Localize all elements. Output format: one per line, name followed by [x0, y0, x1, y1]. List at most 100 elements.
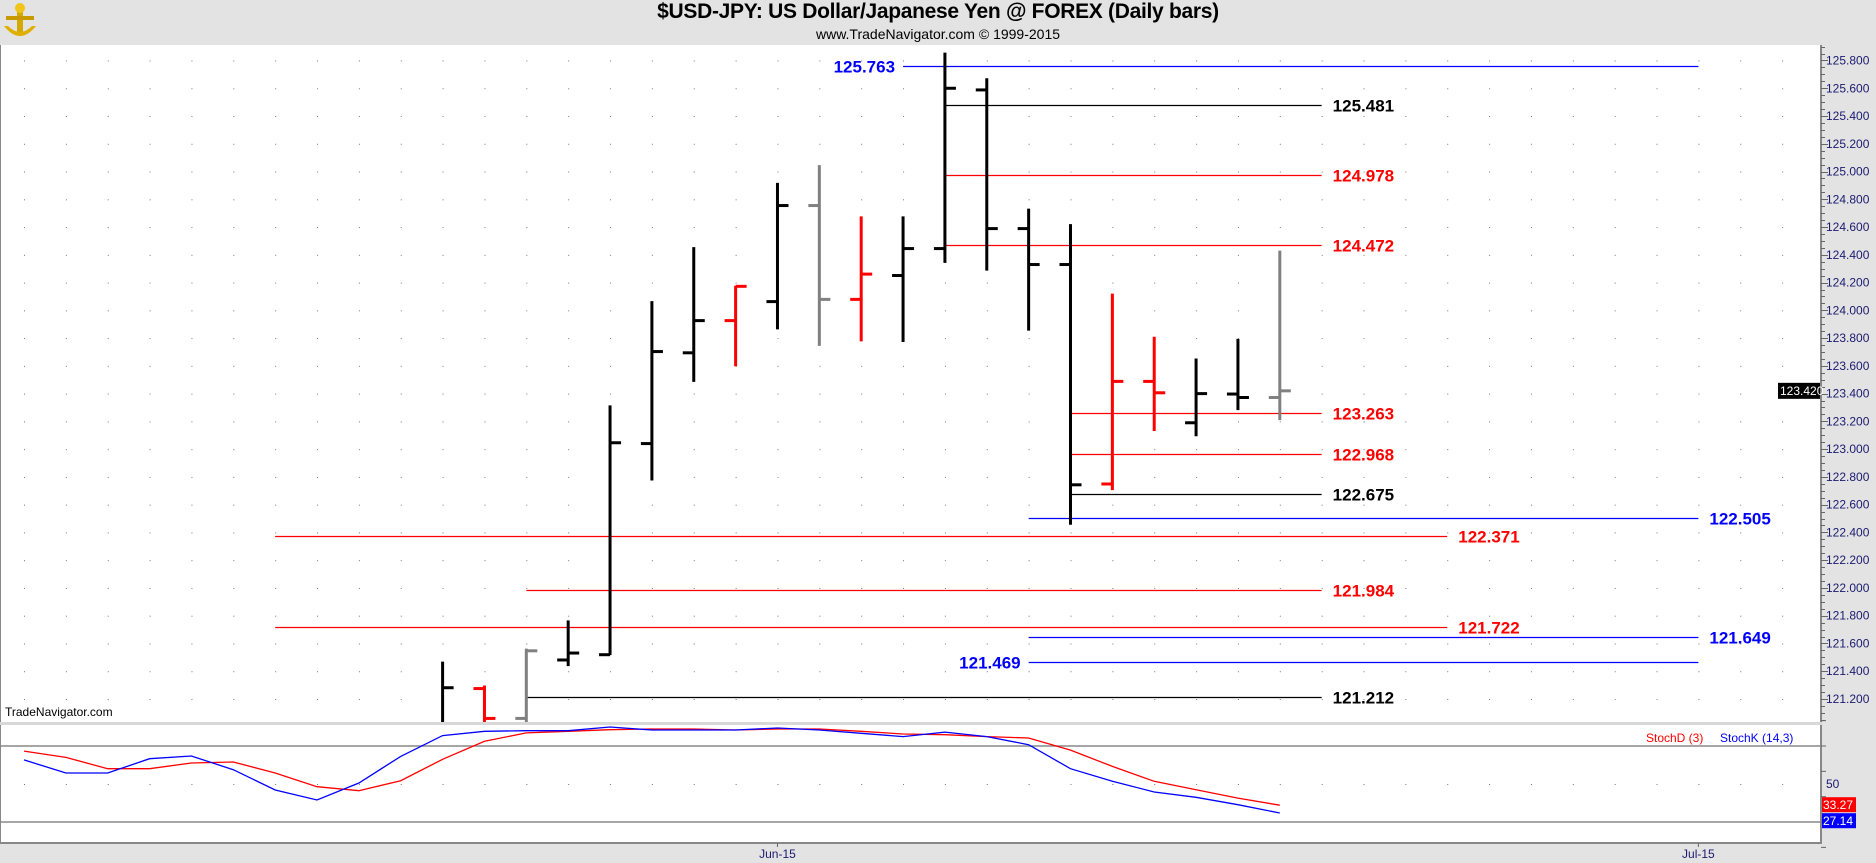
grid-dot — [1698, 587, 1700, 589]
grid-dot — [903, 671, 905, 673]
grid-dot — [1489, 171, 1491, 173]
grid-dot — [1656, 449, 1658, 451]
grid-dot — [568, 449, 570, 451]
grid-dot — [1405, 365, 1407, 367]
grid-dot — [777, 643, 779, 645]
grid-dot — [1196, 254, 1198, 256]
grid-dot — [1782, 698, 1784, 700]
price-tick-label: 121.600 — [1826, 636, 1870, 650]
grid-dot — [400, 282, 402, 284]
grid-dot — [1405, 88, 1407, 90]
grid-dot — [735, 504, 737, 506]
grid-dot — [1405, 254, 1407, 256]
ohlc-bar — [1143, 336, 1166, 431]
grid-dot — [275, 476, 277, 478]
grid-dot — [777, 615, 779, 617]
grid-dot — [1363, 504, 1365, 506]
grid-dot — [317, 116, 319, 118]
grid-dot — [275, 254, 277, 256]
grid-dot — [317, 393, 319, 395]
grid-dot — [1572, 421, 1574, 423]
grid-dot — [903, 476, 905, 478]
grid-dot — [819, 643, 821, 645]
grid-dot — [693, 698, 695, 700]
grid-dot — [233, 393, 235, 395]
grid-dot — [1447, 227, 1449, 229]
grid-dot — [149, 338, 151, 340]
grid-dot — [1321, 615, 1323, 617]
ohlc-bar — [850, 216, 873, 342]
grid-dot — [1447, 143, 1449, 145]
grid-dot — [1698, 476, 1700, 478]
grid-dot — [1447, 504, 1449, 506]
grid-dot — [1237, 116, 1239, 118]
grid-dot — [1572, 310, 1574, 312]
grid-dot — [191, 60, 193, 62]
grid-dot — [1614, 254, 1616, 256]
price-panel[interactable] — [0, 45, 1821, 722]
grid-dot — [1028, 671, 1030, 673]
grid-dot — [191, 199, 193, 201]
grid-dot — [233, 476, 235, 478]
grid-dot — [1237, 310, 1239, 312]
ohlc-bar — [933, 52, 956, 263]
grid-dot — [1321, 171, 1323, 173]
grid-dot — [1530, 199, 1532, 201]
grid-dot — [1154, 449, 1156, 451]
grid-dot — [1196, 282, 1198, 284]
grid-dot — [1530, 698, 1532, 700]
grid-dot — [1782, 587, 1784, 589]
grid-dot — [317, 338, 319, 340]
grid-dot — [1782, 116, 1784, 118]
grid-dot — [1196, 643, 1198, 645]
grid-dot — [1237, 421, 1239, 423]
grid-dot — [1196, 227, 1198, 229]
grid-dot — [1154, 615, 1156, 617]
grid-dot — [191, 365, 193, 367]
grid-dot — [442, 784, 444, 786]
grid-dot — [1196, 504, 1198, 506]
grid-dot — [819, 60, 821, 62]
grid-dot — [1363, 116, 1365, 118]
grid-dot — [819, 698, 821, 700]
grid-dot — [400, 532, 402, 534]
grid-dot — [1321, 476, 1323, 478]
grid-dot — [568, 116, 570, 118]
grid-dot — [526, 254, 528, 256]
grid-dot — [819, 393, 821, 395]
grid-dot — [1489, 60, 1491, 62]
grid-dot — [986, 587, 988, 589]
indicator-panel[interactable] — [0, 725, 1821, 843]
grid-dot — [107, 784, 109, 786]
grid-dot — [1614, 587, 1616, 589]
grid-dot — [1530, 393, 1532, 395]
grid-dot — [693, 143, 695, 145]
grid-dot — [1279, 784, 1281, 786]
last-price-label: 123.420 — [1780, 384, 1824, 398]
grid-dot — [819, 421, 821, 423]
grid-dot — [944, 698, 946, 700]
grid-dot — [1447, 282, 1449, 284]
grid-dot — [1698, 560, 1700, 562]
grid-dot — [1112, 60, 1114, 62]
grid-dot — [819, 116, 821, 118]
grid-dot — [1070, 698, 1072, 700]
grid-dot — [903, 60, 905, 62]
grid-dot — [1112, 560, 1114, 562]
grid-dot — [484, 282, 486, 284]
grid-dot — [400, 784, 402, 786]
grid-dot — [526, 643, 528, 645]
grid-dot — [149, 116, 151, 118]
grid-dot — [317, 784, 319, 786]
grid-dot — [400, 116, 402, 118]
grid-dot — [1405, 199, 1407, 201]
grid-dot — [1489, 532, 1491, 534]
grid-dot — [1530, 116, 1532, 118]
grid-dot — [944, 421, 946, 423]
grid-dot — [819, 587, 821, 589]
level-label: 122.968 — [1333, 446, 1394, 465]
grid-dot — [1489, 698, 1491, 700]
grid-dot — [568, 615, 570, 617]
price-tick-label: 123.400 — [1826, 387, 1870, 401]
